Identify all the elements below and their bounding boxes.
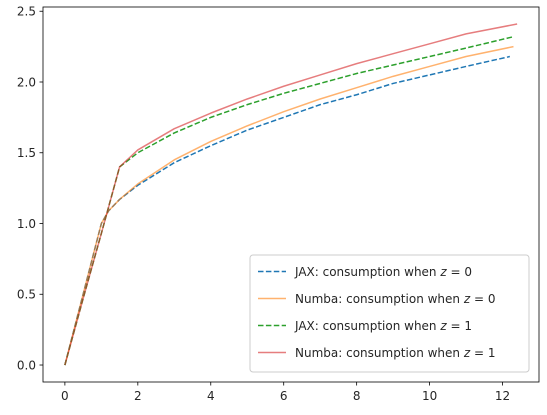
legend-box	[249, 254, 530, 373]
y-tick-label: 1.0	[17, 217, 36, 231]
legend-label-3: JAX: consumption when z = 1	[294, 319, 472, 333]
x-tick-label: 8	[353, 389, 361, 403]
x-tick-label: 4	[207, 389, 215, 403]
series-layer	[64, 23, 518, 366]
y-tick-label: 1.5	[17, 146, 36, 160]
series-line-2	[64, 45, 514, 366]
legend-label-1: JAX: consumption when z = 0	[294, 265, 472, 279]
y-tick-label: 0.0	[17, 358, 36, 372]
y-tick-label: 0.5	[17, 288, 36, 302]
x-tick-label: 2	[134, 389, 142, 403]
legend-label-4: Numba: consumption when z = 1	[295, 346, 495, 360]
axes-spines	[42, 6, 540, 383]
y-tick-label: 2.5	[17, 5, 36, 19]
axes-frame	[42, 6, 540, 383]
legend-label-2: Numba: consumption when z = 0	[295, 292, 495, 306]
x-tick-label: 6	[280, 389, 288, 403]
x-axis: 0 2 4 6 8 10 12	[61, 382, 510, 403]
series-line-4	[64, 23, 518, 366]
y-axis: 0.0 0.5 1.0 1.5 2.0 2.5	[17, 5, 43, 372]
x-tick-label: 10	[422, 389, 437, 403]
y-tick-label: 2.0	[17, 75, 36, 89]
x-tick-label: 12	[495, 389, 510, 403]
legend: JAX: consumption when z = 0 Numba: consum…	[249, 254, 530, 373]
x-tick-label: 0	[61, 389, 69, 403]
